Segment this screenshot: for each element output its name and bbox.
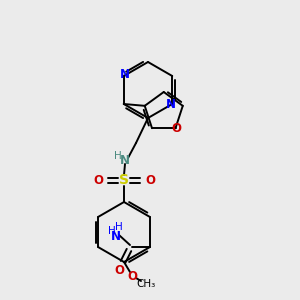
Text: N: N — [120, 68, 130, 82]
Text: O: O — [127, 269, 137, 283]
Text: O: O — [172, 122, 182, 135]
Text: O: O — [145, 173, 155, 187]
Text: H: H — [108, 226, 116, 236]
Text: N: N — [166, 98, 176, 112]
Text: S: S — [119, 173, 129, 187]
Text: H: H — [114, 151, 122, 161]
Text: CH₃: CH₃ — [136, 279, 156, 289]
Text: N: N — [111, 230, 121, 244]
Text: O: O — [93, 173, 103, 187]
Text: H: H — [115, 222, 123, 232]
Text: N: N — [120, 154, 130, 166]
Text: O: O — [114, 263, 124, 277]
